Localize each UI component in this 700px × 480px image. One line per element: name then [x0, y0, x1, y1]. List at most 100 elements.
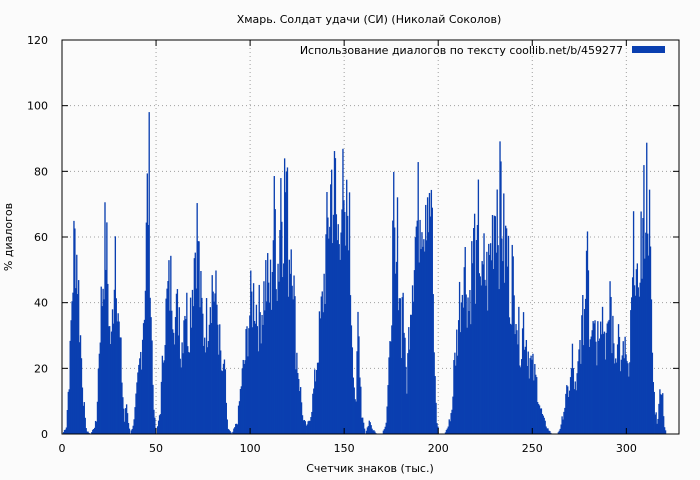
- bar: [322, 312, 324, 434]
- bar: [449, 421, 451, 434]
- bar: [150, 317, 152, 434]
- bar: [346, 179, 348, 434]
- bar: [499, 141, 501, 434]
- bar: [329, 226, 331, 434]
- bar: [239, 388, 242, 434]
- bar: [396, 197, 399, 434]
- bar: [85, 428, 87, 434]
- bar: [491, 215, 494, 434]
- bar: [273, 176, 275, 435]
- bar: [568, 396, 570, 434]
- bar: [538, 405, 541, 434]
- bar: [72, 292, 74, 434]
- bar: [399, 298, 401, 434]
- bar: [635, 269, 638, 434]
- bar: [78, 342, 81, 434]
- bar: [477, 179, 480, 434]
- y-tick-label: 20: [34, 362, 48, 375]
- bar: [299, 391, 301, 434]
- bar: [191, 289, 194, 434]
- bar: [361, 417, 363, 434]
- bar: [166, 288, 168, 434]
- bar: [109, 326, 111, 434]
- bar: [652, 382, 655, 434]
- bar: [385, 422, 387, 434]
- bar: [263, 281, 265, 434]
- bar: [466, 327, 468, 434]
- bar: [354, 399, 356, 434]
- bar: [74, 228, 76, 434]
- bar: [663, 427, 666, 434]
- bar: [86, 431, 88, 434]
- bar: [395, 261, 398, 434]
- bar: [422, 246, 424, 434]
- bar: [519, 365, 521, 434]
- bar: [139, 358, 141, 434]
- bar: [502, 261, 504, 434]
- bar: [69, 340, 71, 434]
- bar: [103, 299, 105, 434]
- bar: [606, 323, 608, 434]
- bar: [258, 284, 260, 434]
- bar: [508, 317, 511, 434]
- bar: [226, 419, 228, 434]
- bar: [478, 273, 481, 434]
- bar: [630, 310, 632, 434]
- bar: [662, 393, 664, 434]
- bar: [653, 391, 655, 434]
- bar: [350, 325, 353, 434]
- x-tick-label: 0: [59, 442, 66, 455]
- x-tick-label: 100: [240, 442, 261, 455]
- bar: [271, 271, 274, 434]
- bar: [228, 429, 230, 434]
- bar: [185, 319, 187, 434]
- bar: [321, 291, 323, 434]
- bar: [455, 365, 457, 434]
- bar: [398, 298, 401, 434]
- bar: [310, 417, 312, 434]
- bar: [138, 364, 140, 434]
- bar: [221, 371, 224, 434]
- bar: [557, 432, 560, 434]
- bar: [311, 411, 313, 434]
- bar: [184, 315, 186, 434]
- bar: [388, 357, 390, 434]
- bar: [560, 424, 562, 434]
- bar: [251, 291, 253, 434]
- bar: [651, 352, 654, 434]
- bar: [456, 329, 458, 434]
- bar: [67, 391, 69, 434]
- bar: [618, 336, 621, 434]
- bar: [249, 315, 251, 434]
- bar: [288, 259, 291, 434]
- bar: [430, 189, 433, 434]
- bar: [642, 218, 644, 434]
- y-tick-label: 80: [34, 165, 48, 178]
- bar: [661, 395, 663, 434]
- bar: [493, 215, 496, 434]
- bar: [349, 295, 352, 434]
- bar: [660, 394, 662, 434]
- bar: [156, 426, 159, 434]
- bar: [301, 415, 304, 434]
- bar: [603, 331, 606, 434]
- bar: [444, 432, 447, 434]
- bar: [73, 220, 75, 434]
- bar: [633, 285, 636, 434]
- bar: [526, 366, 528, 434]
- bar: [219, 324, 221, 434]
- bar: [194, 252, 196, 434]
- axis-ticks: [61, 39, 679, 435]
- bar: [320, 296, 322, 434]
- bar: [420, 249, 422, 434]
- bar: [410, 314, 412, 434]
- bar: [335, 214, 338, 434]
- bar: [170, 255, 172, 434]
- bar: [423, 239, 425, 434]
- bar: [331, 243, 334, 434]
- bar: [224, 369, 227, 434]
- bar: [165, 298, 167, 434]
- bar: [128, 428, 131, 434]
- bar: [234, 427, 236, 434]
- bar: [550, 432, 552, 434]
